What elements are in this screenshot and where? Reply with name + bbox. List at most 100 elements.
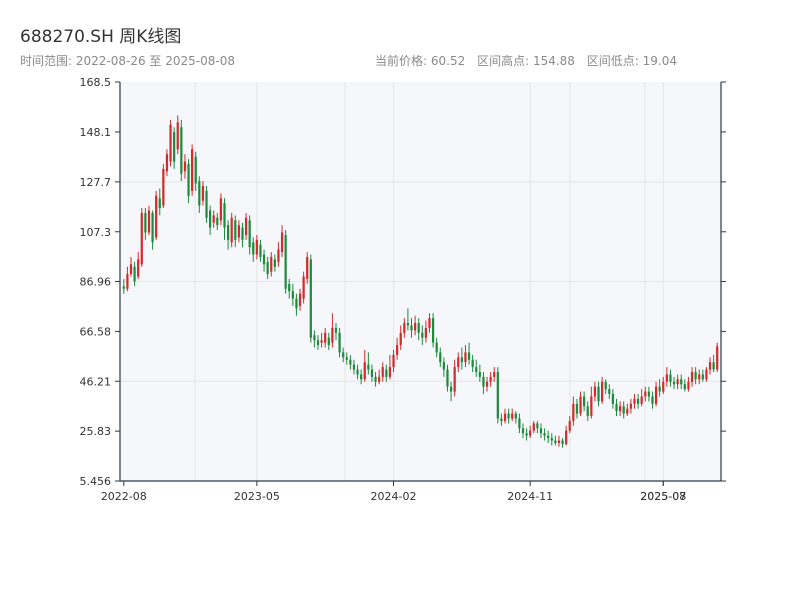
candle-body xyxy=(155,195,158,238)
candle-body xyxy=(295,298,298,309)
candle-body xyxy=(129,264,133,275)
candle-body xyxy=(266,261,269,275)
candle-body xyxy=(496,371,499,419)
candle-body xyxy=(683,384,686,390)
candle-body xyxy=(471,359,474,368)
candle xyxy=(593,381,597,402)
candle-body xyxy=(547,435,550,439)
candle-body xyxy=(694,371,697,380)
candle-body xyxy=(636,398,640,404)
candle-body xyxy=(464,352,467,363)
candle xyxy=(618,401,622,417)
candle-body xyxy=(539,428,543,434)
candle xyxy=(654,381,658,407)
candle-body xyxy=(557,440,561,443)
candle xyxy=(342,347,345,363)
candle xyxy=(496,367,499,424)
candle xyxy=(176,115,179,155)
candle-body xyxy=(183,161,187,172)
candle xyxy=(557,435,561,447)
candle-body xyxy=(644,391,647,397)
candle xyxy=(248,215,251,255)
candle-body xyxy=(165,154,169,172)
candle-body xyxy=(273,259,276,267)
candle-body xyxy=(676,379,679,385)
candle-body xyxy=(593,386,597,397)
candle-body xyxy=(514,413,517,419)
candle xyxy=(155,190,158,240)
candle xyxy=(694,367,697,385)
candle-body xyxy=(583,396,586,407)
candle xyxy=(651,391,654,409)
candle-body xyxy=(320,340,323,343)
candle xyxy=(561,438,564,448)
candles xyxy=(122,115,719,448)
candle xyxy=(378,369,381,385)
candle xyxy=(162,163,165,209)
candle xyxy=(485,376,489,392)
candle-body xyxy=(435,342,438,353)
candle-body xyxy=(618,406,622,412)
candle-body xyxy=(525,433,528,436)
x-axis: 2022-08 2023-05 2024-02 2024-11 2025-072025-… xyxy=(101,481,686,503)
candle xyxy=(521,423,525,439)
candle-body xyxy=(622,406,625,414)
candle-body xyxy=(572,403,575,421)
candle-body xyxy=(244,217,248,235)
candle xyxy=(324,327,327,348)
candle xyxy=(449,381,453,402)
candle xyxy=(262,249,266,272)
candle-body xyxy=(672,381,676,385)
candle-body xyxy=(478,371,481,377)
candle xyxy=(712,354,715,372)
candle-body xyxy=(680,379,683,385)
candle-body xyxy=(507,413,510,419)
candle-body xyxy=(424,327,428,338)
candle xyxy=(126,266,129,292)
candle xyxy=(428,313,431,333)
candle-body xyxy=(262,254,266,265)
candle-body xyxy=(147,210,151,233)
date-range-label: 时间范围: 2022-08-26 至 2025-08-08 xyxy=(20,54,235,68)
x-tick-label: 2024-11 xyxy=(507,490,553,503)
candle xyxy=(475,359,478,377)
candle xyxy=(669,369,672,387)
candle xyxy=(604,379,607,395)
candle xyxy=(421,325,424,346)
y-tick-label: 168.5 xyxy=(80,76,112,89)
candle-body xyxy=(259,244,262,257)
candle-body xyxy=(277,249,280,262)
candle xyxy=(532,420,535,434)
candle-body xyxy=(712,362,715,370)
candle-body xyxy=(708,362,712,370)
candle xyxy=(611,389,615,409)
candle-body xyxy=(550,438,553,441)
candle xyxy=(482,371,485,395)
x-tick-label: 2022-08 xyxy=(101,490,147,503)
candle-body xyxy=(230,217,233,243)
candle xyxy=(198,176,201,213)
candle xyxy=(431,313,435,348)
candle xyxy=(417,318,420,341)
candle xyxy=(478,364,481,382)
candle-body xyxy=(248,220,251,248)
candle-body xyxy=(252,242,255,255)
candle xyxy=(629,398,633,414)
candle xyxy=(385,364,388,382)
candle-body xyxy=(349,359,352,365)
y-tick-label: 5.456 xyxy=(80,475,112,488)
candle xyxy=(169,119,172,167)
candle-body xyxy=(201,186,205,201)
candle xyxy=(446,364,449,392)
candle xyxy=(705,367,708,382)
candle-body xyxy=(144,212,147,233)
candle xyxy=(144,208,147,240)
candle xyxy=(514,411,517,424)
candle-body xyxy=(126,274,129,289)
candle xyxy=(212,210,215,228)
candle-body xyxy=(615,403,618,412)
candle xyxy=(568,416,571,434)
candle-body xyxy=(378,376,381,382)
candle xyxy=(457,352,460,372)
